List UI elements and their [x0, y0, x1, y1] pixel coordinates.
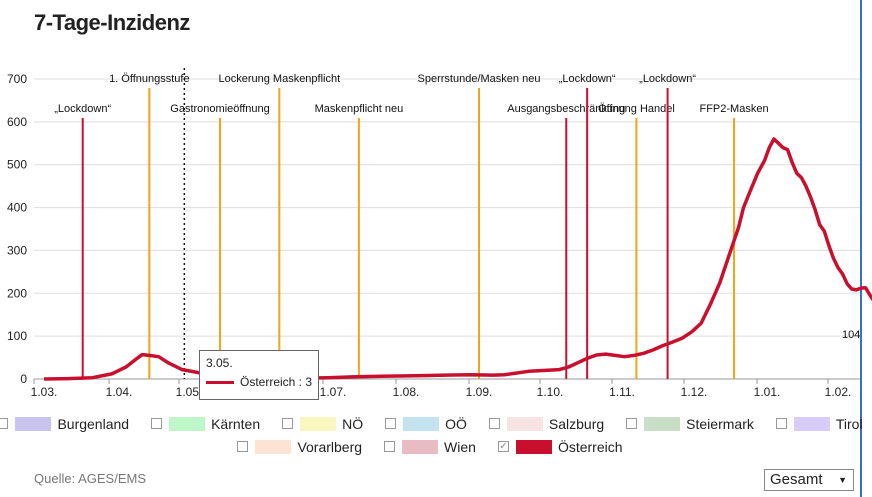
legend-swatch [506, 416, 543, 431]
source-note: Quelle: AGES/EMS [34, 471, 146, 486]
y-tick-label: 400 [7, 201, 27, 215]
event-label: „Lockdown“ [559, 73, 616, 85]
legend-label: Kärnten [211, 415, 261, 432]
legend-checkbox[interactable] [775, 418, 787, 429]
y-tick-label: 0 [20, 372, 27, 386]
legend-label: OÖ [445, 415, 467, 432]
legend-swatch [793, 416, 830, 431]
legend-item[interactable]: Kärnten [151, 416, 260, 432]
x-tick-label: 1.02. [825, 385, 852, 399]
event-label: Lockerung Maskenpflicht [218, 73, 340, 85]
legend-item[interactable]: Burgenland [0, 416, 129, 432]
legend-row-2: Vorarlberg Wien ✓ Österreich [0, 435, 860, 458]
legend-label: Burgenland [57, 415, 130, 432]
legend-swatch [15, 416, 52, 431]
legend-item[interactable]: Vorarlberg [237, 439, 362, 455]
y-tick-label: 200 [7, 286, 27, 300]
legend-item[interactable]: Salzburg [488, 415, 605, 432]
x-tick-label: 1.10. [537, 385, 564, 399]
legend-item[interactable]: Steiermark [626, 416, 754, 432]
legend-checkbox[interactable] [384, 441, 396, 452]
tooltip-series-swatch [206, 381, 234, 384]
x-tick-label: 1.05. [176, 385, 203, 399]
legend-checkbox[interactable] [237, 441, 249, 452]
event-label: Sperrstunde/Masken neu [418, 73, 541, 85]
legend-item[interactable]: OÖ [385, 416, 467, 432]
y-tick-label: 100 [7, 329, 27, 343]
legend-swatch [644, 416, 681, 431]
legend-swatch [402, 439, 439, 454]
event-label: Ausgangsbeschränkung [507, 103, 625, 115]
event-label: Maskenpflicht neu [315, 103, 404, 115]
legend-item[interactable]: Tirol [775, 415, 863, 432]
legend-label: Salzburg [548, 415, 605, 432]
x-tick-label: 1.12. [681, 385, 708, 399]
hover-tooltip: 3.05. Österreich : 3 [199, 350, 319, 400]
range-select[interactable]: Gesamt ▼ [764, 469, 854, 491]
legend-checkbox[interactable] [282, 418, 294, 429]
event-label: Öffnung Handel [598, 103, 675, 115]
legend-label: Österreich [557, 438, 623, 455]
legend-checkbox[interactable] [151, 418, 163, 429]
legend-swatch [169, 416, 206, 431]
tooltip-date: 3.05. [206, 356, 233, 370]
y-tick-label: 700 [7, 72, 27, 86]
legend-swatch [515, 439, 552, 454]
x-tick-label: 1.09. [466, 385, 493, 399]
legend-checkbox[interactable] [488, 418, 500, 429]
y-tick-label: 300 [7, 243, 27, 257]
event-label: Gastronomieöffnung [170, 103, 269, 115]
y-tick-label: 500 [7, 158, 27, 172]
legend-label: Tirol [835, 415, 863, 432]
legend-item[interactable]: NÖ [282, 416, 363, 432]
legend-checkbox[interactable] [385, 418, 397, 429]
legend-checkbox[interactable] [0, 418, 9, 429]
x-tick-label: 1.04. [106, 385, 133, 399]
legend-item[interactable]: Wien [384, 439, 476, 455]
legend-item[interactable]: ✓ Österreich [497, 438, 623, 455]
chart-title: 7-Tage-Inzidenz [34, 10, 190, 35]
tooltip-value: Österreich : 3 [240, 375, 313, 389]
legend-checkbox[interactable] [626, 418, 638, 429]
series-line-oesterreich [43, 137, 872, 381]
event-label: 1. Öffnungsstufe [109, 73, 190, 85]
chevron-down-icon: ▼ [838, 475, 847, 485]
legend-checkbox[interactable]: ✓ [497, 441, 509, 452]
event-label: „Lockdown“ [54, 103, 111, 115]
legend-label: Vorarlberg [297, 438, 363, 455]
legend-swatch [403, 416, 440, 431]
x-tick-label: 1.03. [31, 385, 58, 399]
range-select-value: Gesamt [770, 471, 823, 488]
x-tick-label: 1.11. [609, 385, 635, 399]
x-tick-label: 1.08. [393, 385, 420, 399]
chart-legend: Burgenland Kärnten NÖ OÖ Salzburg Steiermark T… [0, 412, 863, 458]
legend-label: Wien [444, 438, 476, 455]
legend-row-1: Burgenland Kärnten NÖ OÖ Salzburg Steiermark T… [0, 412, 863, 435]
end-value-label: 104 [842, 329, 860, 341]
x-tick-label: 1.01. [754, 385, 781, 399]
incidence-chart[interactable]: 0 100 200 300 400 500 600 700 1.03. 1.04. 1.05. 1.0… [0, 0, 872, 412]
legend-swatch [255, 439, 292, 454]
page-right-border [860, 0, 872, 497]
legend-label: Steiermark [686, 415, 754, 432]
legend-swatch [300, 416, 337, 431]
event-label: FFP2-Masken [699, 103, 768, 115]
x-tick-label: 1.07. [320, 385, 347, 399]
y-tick-label: 600 [7, 115, 27, 129]
event-label: „Lockdown“ [639, 73, 696, 85]
legend-label: NÖ [342, 415, 364, 432]
